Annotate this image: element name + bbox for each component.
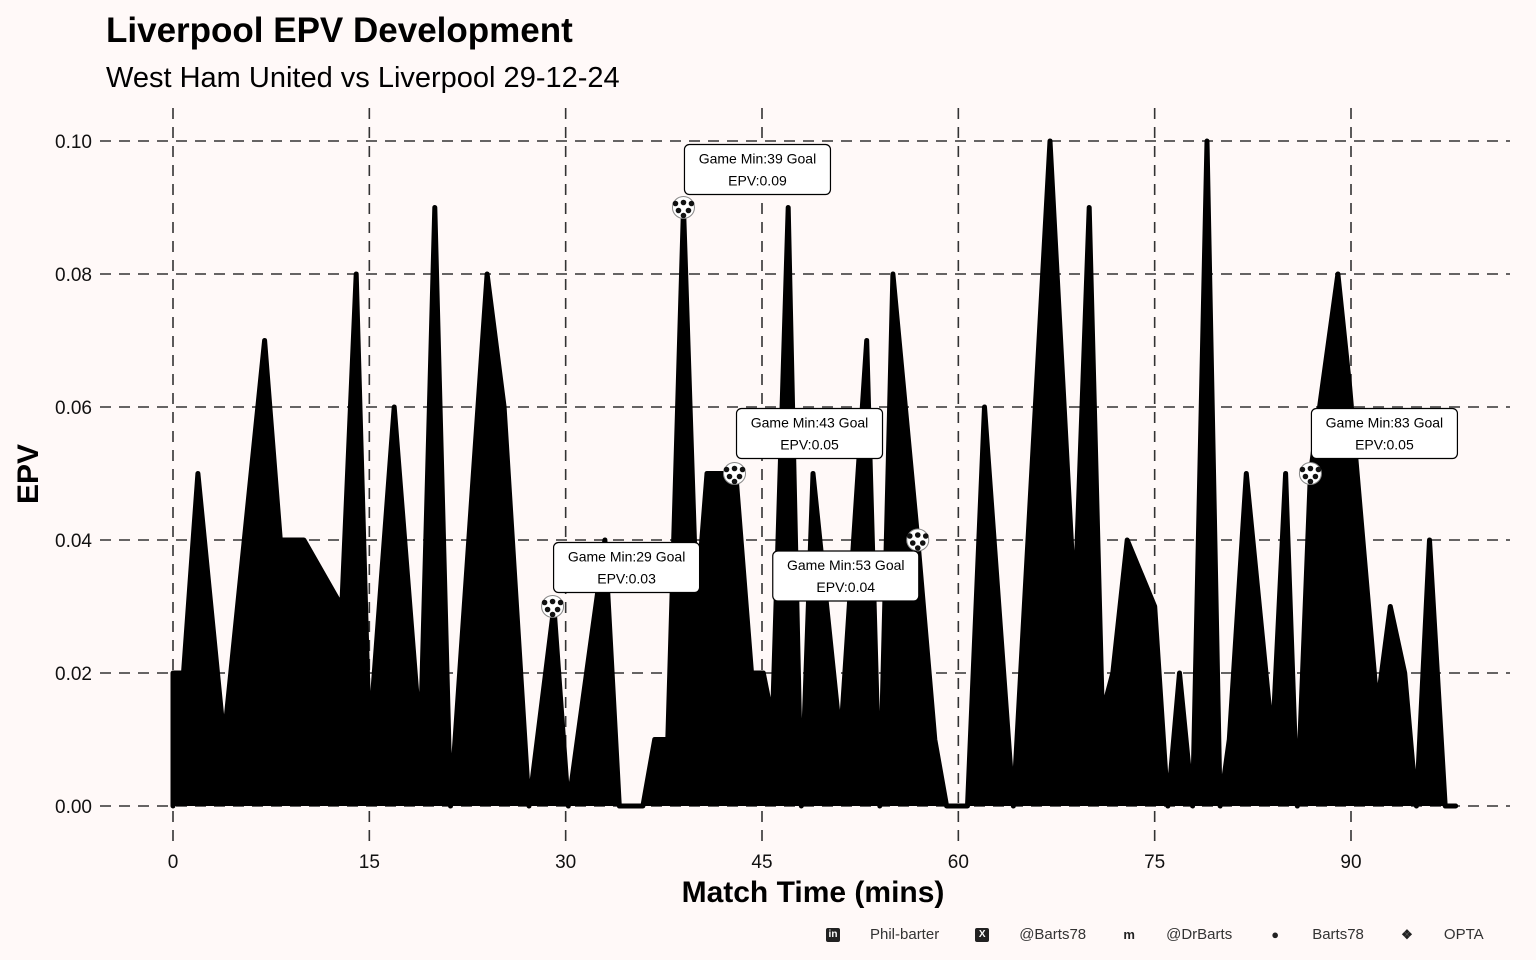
ball-patch [906,533,913,539]
x-twitter-icon: X [975,927,990,942]
ball-patch [919,540,926,546]
epv-area-fill [173,141,1456,806]
axis-ticks: 0.00 0.02 0.04 0.06 0.08 0.10 0 15 30 45 60 75 90 [55,132,1362,873]
y-tick-label: 0.06 [55,398,92,419]
y-axis-label: EPV [12,444,45,504]
y-tick-label: 0.02 [55,664,92,685]
goal-label-line2: EPV:0.05 [780,437,839,453]
goal-label-line1: Game Min:83 Goal [1326,415,1444,431]
football-icon [1298,462,1322,485]
ball-patch [1307,478,1314,485]
ball-patch [1312,473,1319,480]
ball-patch [731,478,738,485]
y-tick-label: 0.00 [55,797,92,818]
ball-patch [726,473,733,480]
ball-patch [739,466,746,473]
goal-annotations: Game Min:29 Goal EPV:0.03 Game Min:39 Goal… [541,143,1459,618]
goal-annotation: Game Min:53 Goal EPV:0.04 [772,528,930,602]
ball-patch [914,532,921,538]
ball-patch [549,598,556,605]
ball-patch [1302,473,1309,480]
ball-patch [1299,466,1306,473]
footer-linkedin: Phil-barter [870,926,940,943]
x-tick-label: 0 [168,852,179,873]
goal-label-box [552,541,701,594]
football-icon [906,528,930,552]
x-tick-label: 30 [555,852,576,873]
ball-patch [731,465,738,472]
github-icon: ● [1271,926,1280,942]
ball-patch [685,207,692,214]
x-tick-label: 15 [359,852,380,873]
goal-label-box [735,407,884,460]
ball-patch [736,473,743,480]
goal-label-line1: Game Min:53 Goal [787,557,905,573]
ball-patch [914,545,921,551]
football-icon [541,595,565,618]
epv-line [170,138,1459,809]
linkedin-icon: in [826,927,840,942]
dropbox-icon: ❖ [1401,926,1413,942]
goal-label-box [683,143,832,196]
ball-patch [554,606,561,613]
goal-label-line1: Game Min:39 Goal [699,151,817,167]
ball-patch [549,611,556,618]
ball-patch [1315,466,1322,473]
ball-patch [909,540,916,546]
y-tick-label: 0.08 [55,265,92,286]
ball-patch [1307,465,1314,472]
x-tick-label: 75 [1144,852,1165,873]
goal-annotation: Game Min:29 Goal EPV:0.03 [541,541,701,618]
goal-annotation: Game Min:43 Goal EPV:0.05 [723,407,884,485]
goal-label-box [1310,407,1459,460]
footer-credits: in Phil-barter X @Barts78 m @DrBarts ● B… [826,926,1520,943]
ball-patch [672,200,679,207]
goal-annotation: Game Min:39 Goal EPV:0.09 [671,143,832,219]
footer-source: OPTA [1443,926,1484,943]
goal-label-line2: EPV:0.05 [1355,437,1414,453]
ball-patch [922,533,929,539]
x-tick-label: 60 [948,852,969,873]
goal-label-line2: EPV:0.09 [728,173,787,189]
goal-annotation: Game Min:83 Goal EPV:0.05 [1298,407,1459,485]
goal-label-line1: Game Min:29 Goal [568,549,686,565]
y-tick-label: 0.04 [55,531,92,552]
chart-title: Liverpool EPV Development [106,11,573,50]
ball-patch [680,199,687,206]
x-tick-label: 45 [751,852,772,873]
goal-label-line1: Game Min:43 Goal [751,415,869,431]
ball-patch [680,212,687,219]
football-icon [723,462,747,485]
epv-area [170,138,1459,809]
y-tick-label: 0.10 [55,132,92,153]
goal-label-box [772,550,920,602]
goal-label-line2: EPV:0.03 [597,571,656,587]
ball-patch [723,466,730,473]
x-tick-label: 90 [1340,852,1361,873]
footer-mastodon: @DrBarts [1166,926,1233,943]
ball-patch [675,207,682,214]
ball-patch [557,599,564,606]
ball-patch [544,606,551,613]
x-axis-label: Match Time (mins) [682,876,945,909]
chart-subtitle: West Ham United vs Liverpool 29-12-24 [106,62,620,94]
ball-patch [688,200,695,207]
footer-x: @Barts78 [1019,926,1087,943]
mastodon-icon: m [1123,926,1135,942]
goal-label-line2: EPV:0.04 [816,579,875,595]
footer-github: Barts78 [1312,926,1364,943]
ball-patch [541,599,548,606]
football-icon [671,196,695,219]
